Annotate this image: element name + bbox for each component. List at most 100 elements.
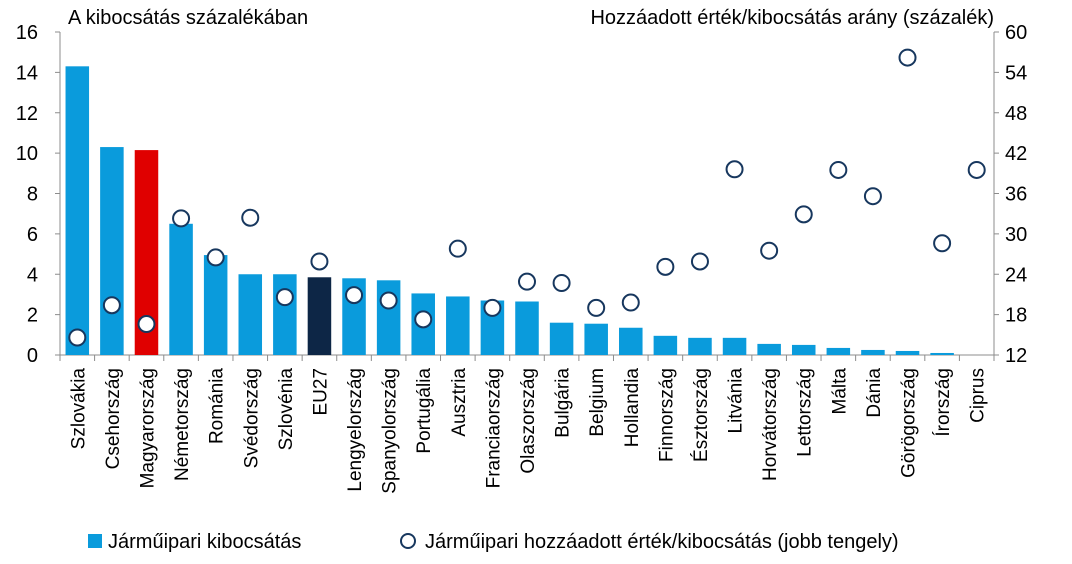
marker-point [448, 239, 467, 258]
legend-marker-label: Járműipari hozzáadott érték/kibocsátás (… [425, 531, 899, 553]
left-tick-label: 8 [27, 184, 38, 206]
bar [134, 150, 159, 355]
bar [619, 327, 643, 355]
marker-point [137, 315, 156, 334]
category-label: Finnország [656, 368, 677, 462]
category-label: Lengyelország [345, 368, 366, 492]
bar [826, 347, 851, 355]
category-label: Magyarország [137, 368, 158, 488]
marker-point [898, 48, 917, 67]
category-label: Spanyolország [380, 368, 401, 494]
legend: Járműipari kibocsátás Járműipari hozzáad… [88, 531, 899, 553]
marker-point [863, 187, 882, 206]
marker-point [345, 286, 364, 305]
bar [895, 350, 920, 355]
right-axis-title: Hozzáadott érték/kibocsátás arány (száza… [590, 7, 994, 29]
marker-point [518, 272, 536, 291]
right-tick-label: 30 [1005, 224, 1027, 246]
category-labels: Szlovákia Csehország Magyarország Németorsz… [68, 368, 988, 494]
marker-point [68, 328, 87, 347]
category-label: Franciaország [483, 368, 504, 488]
marker-point [379, 291, 398, 310]
right-tick-label: 24 [1005, 264, 1027, 286]
marker-point [794, 205, 813, 224]
category-label: Észtország [691, 368, 712, 462]
bar [791, 344, 816, 355]
left-tick-label: 4 [27, 264, 38, 286]
bar [238, 274, 263, 355]
bar [307, 277, 332, 355]
category-label: Hollandia [622, 368, 643, 448]
category-label: Írország [933, 368, 954, 437]
marker-point [725, 160, 744, 179]
category-label: Ciprus [968, 368, 989, 423]
category-label: Portugália [414, 368, 435, 454]
left-tick-label: 10 [16, 143, 38, 165]
marker-point [587, 298, 606, 317]
category-label: Szlovénia [276, 368, 297, 451]
marker-point [829, 160, 848, 179]
category-label: Belgium [587, 368, 608, 437]
bar [584, 323, 608, 355]
marker-point [656, 257, 675, 276]
left-tick-label: 16 [16, 22, 38, 44]
category-label: Olaszország [518, 368, 539, 474]
bar [203, 255, 228, 355]
marker-point [933, 234, 952, 253]
left-tick-label: 6 [27, 224, 38, 246]
bar [930, 352, 954, 355]
bar [722, 337, 747, 355]
legend-marker-swatch [400, 533, 416, 549]
category-label: Svédország [241, 368, 262, 468]
bar [65, 66, 90, 355]
category-label: Dánia [864, 368, 885, 418]
category-label: Ausztria [449, 368, 470, 437]
marker-point [552, 273, 571, 292]
marker-point [414, 310, 433, 329]
marker-point [310, 252, 329, 271]
marker-point [760, 241, 779, 260]
marker-point [102, 296, 121, 315]
category-label: EU27 [310, 368, 331, 416]
bar [515, 301, 539, 355]
marker-point [621, 293, 640, 312]
marker-series [68, 48, 986, 347]
category-label: Málta [829, 368, 850, 415]
category-label: Németország [172, 368, 193, 481]
category-label: Horvátország [760, 368, 781, 481]
bar-series [65, 66, 954, 355]
marker-point [967, 160, 986, 179]
left-tick-label: 12 [16, 103, 38, 125]
legend-bar-label: Járműipari kibocsátás [108, 531, 301, 553]
bar [757, 343, 781, 355]
marker-point [275, 288, 294, 307]
right-tick-label: 12 [1005, 345, 1027, 367]
left-tick-label: 2 [27, 305, 38, 327]
right-tick-label: 54 [1005, 62, 1027, 84]
right-tick-label: 48 [1005, 103, 1027, 125]
bar [688, 337, 712, 355]
right-tick-label: 42 [1005, 143, 1027, 165]
bar [100, 147, 124, 355]
marker-point [690, 252, 709, 271]
right-tick-label: 60 [1005, 22, 1027, 44]
marker-point [172, 209, 191, 228]
category-label: Szlovákia [68, 368, 89, 450]
category-label: Románia [207, 368, 228, 444]
bar [169, 223, 193, 355]
legend-bar-swatch [88, 534, 102, 548]
marker-point [241, 208, 260, 227]
left-tick-label: 14 [16, 62, 38, 84]
bar [861, 349, 885, 355]
category-label: Bulgária [553, 368, 574, 438]
bar [549, 322, 574, 355]
left-axis-title: A kibocsátás százalékában [68, 7, 308, 29]
bar [653, 335, 678, 355]
right-tick-label: 36 [1005, 184, 1027, 206]
category-label: Litvánia [726, 368, 747, 434]
left-tick-label: 0 [27, 345, 38, 367]
bar [273, 274, 297, 355]
